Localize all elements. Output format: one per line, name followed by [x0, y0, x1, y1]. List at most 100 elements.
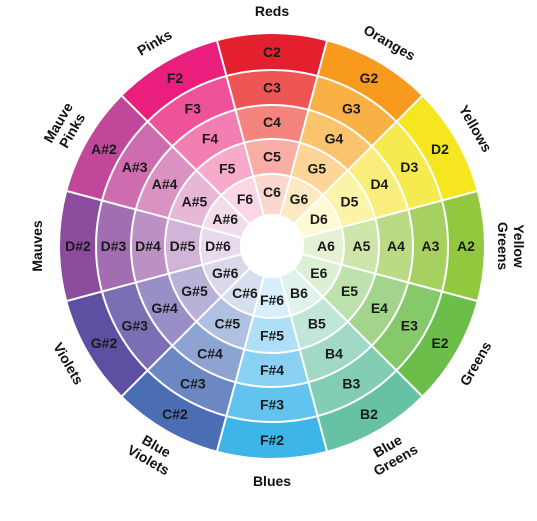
segment-a-sharp3: [101, 121, 173, 210]
note-label-e6: E6: [310, 265, 327, 281]
note-label-d5: D5: [341, 193, 359, 209]
family-label-mauves: Mauves: [29, 220, 45, 272]
note-label-d4: D4: [370, 176, 388, 192]
segment-b2: [317, 370, 422, 451]
segment-c5: [244, 138, 300, 177]
segment-e2: [396, 291, 477, 396]
note-label-a2: A2: [457, 238, 475, 254]
note-label-f2: F2: [167, 70, 184, 86]
note-label-d-sharp4: D#4: [135, 238, 161, 254]
note-label-g-sharp2: G#2: [91, 335, 118, 351]
segment-c-sharp3: [147, 345, 236, 417]
note-label-d6: D6: [310, 211, 328, 227]
note-label-a3: A3: [422, 238, 440, 254]
segment-d6: [294, 195, 342, 238]
note-label-f5: F5: [219, 161, 236, 177]
family-label-greens: Greens: [457, 338, 495, 388]
note-label-d-sharp3: D#3: [101, 238, 127, 254]
family-label-line: Greens: [495, 222, 511, 270]
note-label-b6: B6: [290, 285, 308, 301]
segment-a2: [442, 191, 484, 301]
note-label-f-sharp2: F#2: [260, 432, 284, 448]
family-label-line: Blues: [253, 473, 291, 489]
note-label-c-sharp4: C#4: [197, 345, 223, 361]
segment-d-sharp4: [131, 209, 169, 283]
note-label-c4: C4: [263, 114, 281, 130]
note-label-g5: G5: [307, 161, 326, 177]
note-label-f-sharp4: F#4: [260, 362, 284, 378]
wheel-center: [240, 214, 304, 278]
radial-divider: [293, 95, 423, 225]
segment-f-sharp4: [235, 349, 309, 388]
note-label-c-sharp5: C#5: [214, 316, 240, 332]
radial-divider: [121, 95, 251, 225]
note-label-a-sharp2: A#2: [91, 141, 117, 157]
note-label-f3: F3: [185, 101, 202, 117]
segment-g2: [317, 41, 422, 122]
note-label-c-sharp6: C#6: [232, 285, 258, 301]
note-label-f4: F4: [202, 131, 219, 147]
segment-g4: [299, 109, 372, 171]
family-label-line: Mauves: [29, 220, 45, 272]
family-label-yellows: Yellows: [456, 102, 496, 155]
segment-d-sharp2: [60, 191, 102, 301]
radial-divider: [121, 267, 251, 397]
note-label-g-sharp5: G#5: [181, 283, 208, 299]
segment-g-sharp4: [135, 273, 197, 346]
family-label-reds: Reds: [255, 3, 289, 19]
note-label-f6: F6: [237, 191, 254, 207]
radial-divider: [293, 267, 423, 397]
segment-f-sharp3: [226, 382, 318, 423]
segment-b4: [299, 321, 372, 383]
segment-f6: [221, 176, 264, 224]
segment-a-sharp2: [67, 96, 148, 201]
ring-divider: [164, 138, 380, 354]
note-label-e3: E3: [401, 317, 418, 333]
radial-divider: [279, 276, 328, 452]
family-label-line: Violets: [50, 340, 87, 388]
segment-f3: [147, 75, 236, 147]
segment-c-sharp4: [172, 321, 245, 383]
segment-d-sharp3: [96, 200, 136, 292]
note-label-c2: C2: [263, 44, 281, 60]
segment-c-sharp2: [122, 370, 227, 451]
segment-a5: [341, 218, 380, 274]
segment-c4: [235, 105, 309, 143]
note-label-d2: D2: [431, 141, 449, 157]
family-label-line: Pinks: [134, 26, 175, 59]
wheel-segments: [60, 34, 484, 458]
segment-f4: [172, 109, 245, 171]
segment-c-sharp5: [196, 296, 254, 350]
family-label-blues: Blues: [253, 473, 291, 489]
note-label-f-sharp3: F#3: [260, 397, 284, 413]
note-label-g-sharp6: G#6: [212, 265, 239, 281]
segment-g-sharp3: [101, 282, 173, 371]
segment-b6: [280, 268, 323, 316]
segment-f5: [196, 142, 254, 196]
note-label-d-sharp6: D#6: [205, 238, 231, 254]
segment-g-sharp5: [168, 264, 222, 322]
note-label-g6: G6: [290, 191, 309, 207]
note-label-e5: E5: [341, 283, 358, 299]
note-label-a-sharp4: A#4: [152, 176, 178, 192]
note-label-e4: E4: [371, 300, 388, 316]
segment-d2: [396, 96, 477, 201]
note-label-d-sharp5: D#5: [170, 238, 196, 254]
segment-d4: [347, 146, 409, 219]
segment-a6: [302, 227, 344, 265]
segment-c3: [226, 70, 318, 110]
note-label-c-sharp3: C#3: [180, 375, 206, 391]
note-label-d3: D3: [400, 159, 418, 175]
family-label-line: Greens: [457, 338, 495, 388]
note-label-a6: A6: [317, 238, 335, 254]
note-label-b2: B2: [360, 406, 378, 422]
note-label-g3: G3: [342, 101, 361, 117]
note-label-a-sharp3: A#3: [122, 159, 148, 175]
radial-divider: [66, 253, 242, 302]
note-label-a-sharp6: A#6: [212, 211, 238, 227]
segment-d-sharp5: [165, 218, 203, 274]
